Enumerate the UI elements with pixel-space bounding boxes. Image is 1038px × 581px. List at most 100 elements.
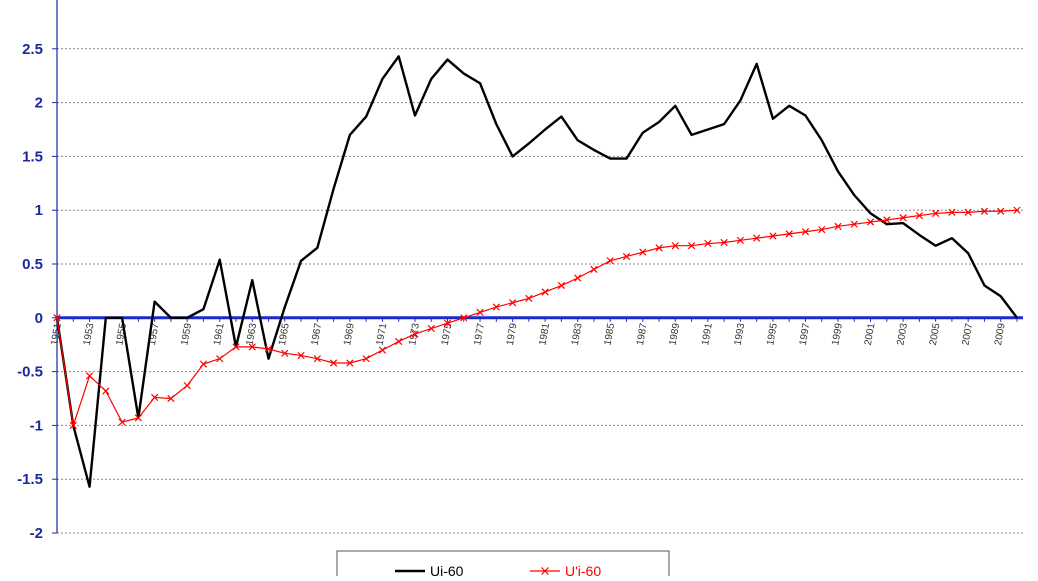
data-point-marker	[818, 225, 826, 234]
data-point-marker	[118, 418, 126, 426]
data-point-marker	[329, 359, 338, 367]
x-tick-label: 2007	[960, 322, 975, 346]
data-point-marker	[850, 220, 858, 228]
legend-marker	[541, 567, 549, 575]
data-point-marker	[736, 236, 745, 244]
data-point-marker	[606, 257, 614, 265]
x-tick-labels: 1951 1953 1955 1957 1959 1961 1963 1965 1967 1969…	[49, 322, 1008, 346]
data-point-marker	[216, 355, 224, 363]
data-point-marker	[378, 346, 387, 354]
legend-box	[336, 550, 670, 581]
data-point-marker	[964, 208, 972, 216]
axes	[52, 0, 1023, 534]
data-point-marker	[541, 288, 549, 296]
data-point-marker	[248, 343, 256, 351]
data-point-marker	[753, 234, 761, 242]
y-tick-label: 1.5	[22, 148, 43, 165]
data-point-marker	[866, 218, 875, 226]
y-tick-label: 2	[35, 95, 43, 112]
data-point-marker	[899, 214, 907, 222]
y-tick-label: 2.5	[22, 41, 43, 58]
data-point-marker	[53, 314, 61, 322]
data-point-marker	[134, 414, 142, 422]
x-tick-label: 1971	[375, 322, 390, 346]
data-point-marker	[508, 299, 517, 307]
y-tick-label: 0	[35, 310, 43, 327]
data-point-marker	[102, 387, 110, 395]
data-point-marker	[264, 345, 273, 353]
data-point-marker	[297, 351, 305, 360]
data-point-marker	[671, 242, 679, 250]
data-point-marker	[785, 230, 793, 238]
series-line-1	[55, 55, 1018, 488]
data-point-marker	[476, 308, 484, 317]
x-tick-label: 1999	[830, 322, 845, 346]
data-point-marker	[460, 314, 468, 322]
data-point-marker	[639, 248, 647, 256]
x-tick-label: 2001	[863, 322, 878, 346]
data-point-marker	[199, 360, 208, 368]
y-tick-label: -1.5	[17, 471, 43, 488]
data-point-marker	[362, 355, 370, 363]
data-point-marker	[834, 222, 842, 230]
data-point-marker	[151, 393, 159, 402]
x-tick-label: 2009	[993, 322, 1008, 346]
x-tick-label: 1993	[733, 322, 748, 346]
x-tick-label: 1961	[212, 322, 227, 346]
x-tick-label: 1965	[277, 322, 292, 346]
legend: Ui-60 U'i-60	[336, 550, 670, 581]
x-tick-label: 1963	[245, 322, 260, 346]
y-tick-label: -0.5	[17, 364, 43, 381]
data-point-marker	[720, 238, 728, 247]
data-point-marker	[883, 216, 891, 224]
data-point-marker	[704, 239, 712, 248]
data-point-marker	[932, 209, 940, 218]
series-lines	[53, 55, 1021, 488]
grid-lines	[57, 48, 1023, 534]
data-point-marker	[411, 330, 419, 338]
data-point-marker	[655, 244, 663, 252]
y-tick-label: 3	[35, 0, 43, 4]
data-point-marker	[980, 207, 989, 215]
data-point-marker	[85, 372, 94, 380]
data-point-marker	[313, 355, 321, 363]
series-line-2	[56, 209, 1018, 426]
data-point-marker	[574, 274, 582, 282]
x-tick-label: 1975	[440, 322, 455, 346]
x-tick-label: 1959	[179, 322, 194, 346]
x-tick-label: 2005	[928, 322, 943, 346]
data-point-marker	[525, 294, 533, 303]
data-point-marker	[801, 228, 810, 236]
y-tick-labels: -2 -1.5 -1 -0.5 0 0.5 1 1.5 2 2.5 3	[17, 0, 43, 542]
x-tick-label: 1991	[700, 322, 715, 346]
x-tick-label: 1969	[342, 322, 357, 346]
y-tick-label: -2	[30, 525, 43, 542]
x-tick-label: 1981	[537, 322, 552, 346]
legend-label-1: Ui-60	[430, 563, 464, 576]
x-tick-label: 2003	[895, 322, 910, 346]
legend-label-2: U'i-60	[565, 563, 601, 576]
data-point-marker	[281, 349, 289, 357]
y-tick-label: 0.5	[22, 256, 43, 273]
data-point-marker	[915, 211, 923, 220]
data-point-marker	[769, 232, 777, 240]
data-point-marker	[1013, 206, 1021, 214]
data-point-marker	[492, 303, 500, 311]
data-point-marker	[427, 324, 435, 333]
y-tick-label: -1	[30, 417, 43, 434]
data-point-marker	[346, 359, 354, 367]
data-point-marker	[443, 319, 452, 327]
data-point-marker	[557, 281, 566, 290]
y-tick-label: 1	[35, 202, 43, 219]
x-tick-label: 1997	[798, 322, 813, 346]
x-tick-label: 1977	[472, 322, 487, 346]
data-point-marker	[232, 343, 240, 351]
data-point-marker	[167, 394, 175, 403]
data-point-marker	[69, 421, 77, 430]
x-tick-label: 1953	[82, 322, 97, 346]
data-point-marker	[948, 208, 956, 216]
data-point-marker	[183, 381, 191, 390]
x-tick-label: 1967	[310, 322, 325, 346]
